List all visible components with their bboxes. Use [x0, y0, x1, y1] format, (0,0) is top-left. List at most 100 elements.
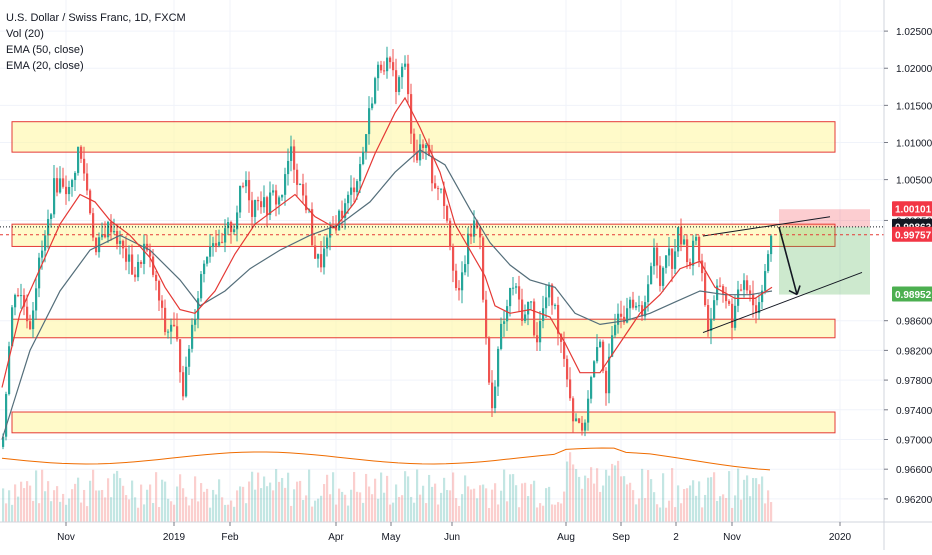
legend-volume[interactable]: Vol (20): [6, 28, 44, 40]
candle-body: [200, 274, 203, 299]
candle-body: [470, 233, 473, 237]
volume-bar: [272, 490, 275, 522]
legend-ema50[interactable]: EMA (50, close): [6, 44, 84, 56]
candle-body: [368, 108, 371, 135]
candle-body: [719, 285, 722, 287]
legend-ema20[interactable]: EMA (20, close): [6, 60, 84, 72]
volume-bar: [536, 507, 539, 522]
ema50-line: [1, 149, 773, 440]
candle-body: [746, 280, 749, 291]
y-tick-label: 0.97400: [896, 406, 932, 417]
candle-body: [686, 239, 689, 263]
volume-bar: [635, 504, 638, 522]
volume-bar: [341, 491, 344, 522]
candle-body: [563, 341, 566, 359]
y-tick-label: 0.97000: [896, 435, 932, 446]
volume-bar: [26, 481, 29, 522]
volume-bar: [200, 483, 203, 522]
volume-bar: [617, 460, 620, 522]
wedge-line-1: [702, 271, 863, 334]
candle-body: [464, 264, 467, 273]
candle-body: [425, 144, 428, 148]
volume-bar: [389, 504, 392, 522]
volume-bar: [32, 500, 35, 522]
volume-bar: [506, 501, 509, 522]
volume-bar: [197, 501, 200, 522]
candle-body: [557, 304, 560, 334]
volume-bar: [86, 506, 89, 522]
volume-bar: [359, 492, 362, 522]
candle-body: [764, 271, 767, 291]
volume-bar: [764, 503, 767, 522]
projection-arrow-head-right: [796, 285, 801, 295]
y-tick-label: 0.96600: [896, 465, 932, 476]
volume-bar: [767, 490, 770, 522]
candle-body: [572, 398, 575, 422]
volume-bar: [203, 491, 206, 522]
volume-bar: [746, 475, 749, 522]
candle-body: [155, 274, 158, 281]
volume-bar: [23, 488, 26, 522]
volume-bar: [227, 504, 230, 522]
candle-body: [569, 379, 572, 399]
volume-bar: [266, 486, 269, 522]
volume-bar: [563, 491, 566, 522]
volume-bar: [170, 501, 173, 522]
candle-body: [752, 293, 755, 306]
candle-body: [101, 234, 104, 238]
volume-bar: [236, 490, 239, 522]
y-tick-label: 0.98600: [896, 317, 932, 328]
volume-bar: [755, 478, 758, 522]
volume-bar: [392, 502, 395, 522]
candle-body: [170, 324, 173, 332]
candle-body: [344, 203, 347, 218]
volume-bar: [548, 486, 551, 522]
candle-body: [128, 254, 131, 262]
candle-body: [494, 386, 497, 409]
volume-bar: [416, 469, 419, 522]
candle-body: [68, 186, 71, 195]
candle-body: [488, 337, 491, 383]
volume-bar: [626, 484, 629, 522]
volume-bar: [707, 477, 710, 522]
candle-body: [35, 288, 38, 311]
candle-body: [116, 231, 119, 244]
volume-bar: [509, 474, 512, 522]
volume-bar: [611, 463, 614, 522]
volume-bar: [728, 471, 731, 522]
volume-bar: [500, 490, 503, 522]
volume-bar: [233, 506, 236, 522]
candle-body: [404, 63, 407, 67]
volume-bar: [713, 472, 716, 522]
volume-bar: [749, 496, 752, 522]
volume-bar: [257, 472, 260, 522]
candle-body: [206, 256, 209, 264]
candle-body: [707, 305, 710, 331]
candle-body: [722, 286, 725, 294]
volume-bar: [107, 478, 110, 522]
candle-body: [362, 151, 365, 165]
volume-bar: [761, 476, 764, 522]
volume-bar: [293, 489, 296, 522]
legend-symbol[interactable]: U.S. Dollar / Swiss Franc, 1D, FXCM: [6, 12, 186, 24]
volume-bar: [38, 503, 41, 522]
candle-body: [677, 227, 680, 252]
volume-bar: [167, 498, 170, 522]
volume-bar: [431, 486, 434, 522]
candle-body: [341, 210, 344, 218]
candle-body: [104, 234, 107, 238]
candle-body: [410, 94, 413, 134]
volume-bar: [131, 480, 134, 522]
ema20-line: [1, 96, 773, 388]
volume-bar: [287, 472, 290, 522]
candle-body: [266, 197, 269, 215]
candle-body: [83, 158, 86, 174]
candle-body: [119, 240, 122, 244]
volume-bar: [485, 488, 488, 522]
x-tick-label: Jun: [444, 532, 460, 543]
y-tick-label: 1.02500: [896, 27, 932, 38]
candle-body: [350, 187, 353, 195]
volume-bar: [497, 504, 500, 522]
volume-bar: [701, 507, 704, 522]
candle-body: [416, 151, 419, 161]
